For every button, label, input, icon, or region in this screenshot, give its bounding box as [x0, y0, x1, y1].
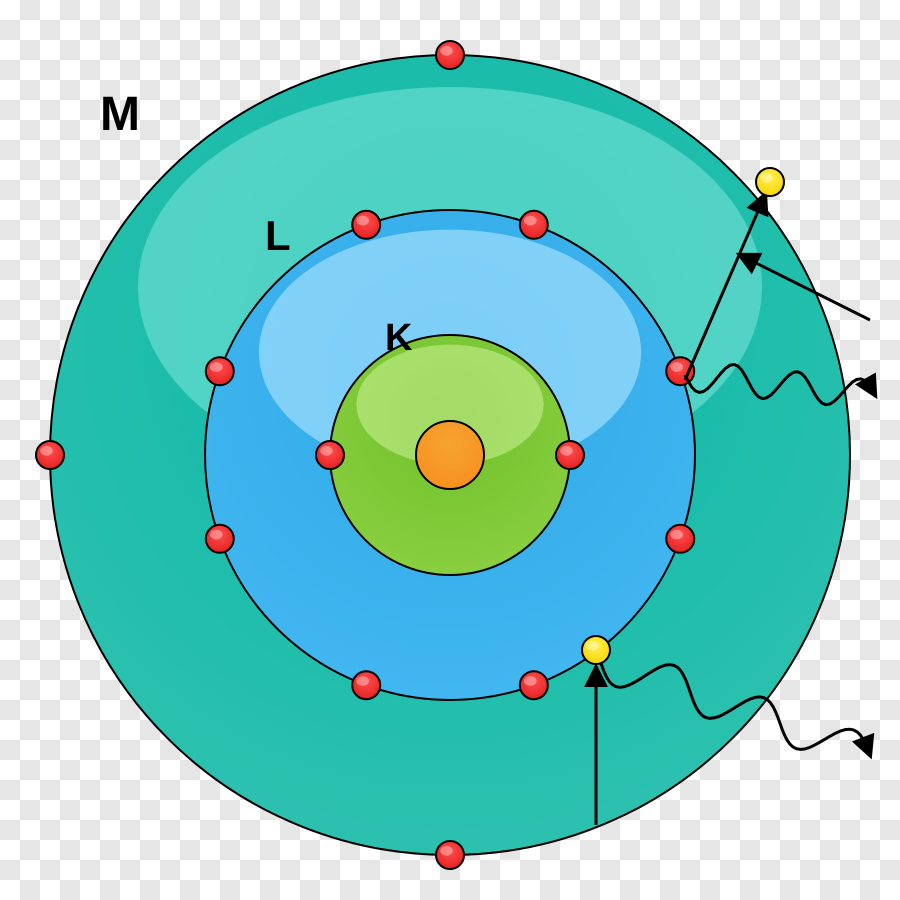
electron-l-3	[206, 357, 234, 385]
electron-k-1	[556, 441, 584, 469]
shell-label-k: K	[385, 317, 413, 359]
electron-l-1	[520, 211, 548, 239]
electron-m-2	[436, 841, 464, 869]
electron-k-0	[316, 441, 344, 469]
shell-label-m: M	[100, 88, 140, 141]
electron-l-2	[352, 211, 380, 239]
electron-l-6	[520, 671, 548, 699]
electron-m-1	[36, 441, 64, 469]
electron-l-7	[666, 525, 694, 553]
nucleus	[416, 421, 484, 489]
atom-diagram: M L K	[0, 0, 900, 900]
shell-label-l: L	[265, 212, 291, 259]
electron-l-5	[352, 671, 380, 699]
electron-l-4	[206, 525, 234, 553]
ejected-electron-0	[756, 168, 784, 196]
ejected-electron-1	[582, 636, 610, 664]
electron-m-0	[436, 41, 464, 69]
